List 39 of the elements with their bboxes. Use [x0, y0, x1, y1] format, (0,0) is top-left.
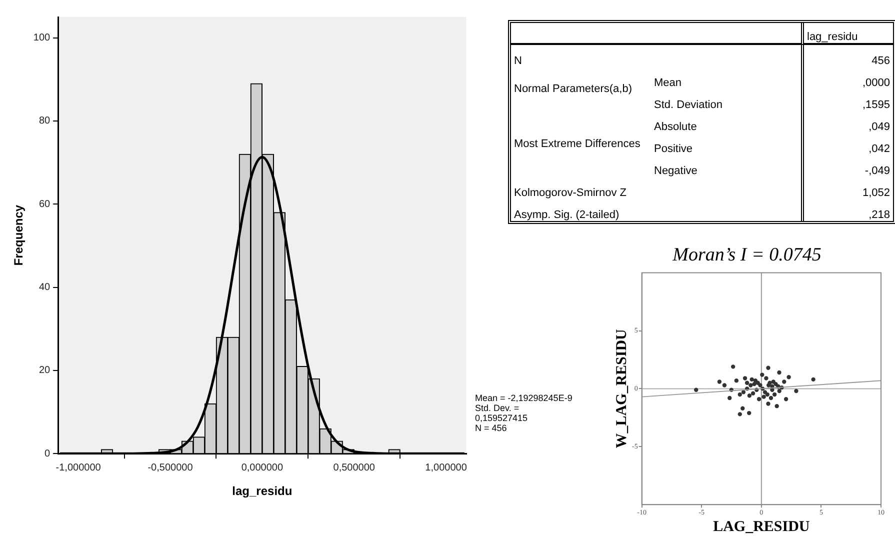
x-tick-label: 0,500000: [333, 462, 376, 474]
text: Mean = -2,19298245E-9: [475, 393, 572, 403]
text: 0,159527415: [475, 413, 529, 423]
x-axis-title: lag_residu: [232, 484, 292, 498]
x-tick-label: 1,000000: [425, 462, 468, 474]
text: -,049: [801, 155, 893, 177]
chart-title: Moran’s I = 0.0745: [672, 244, 822, 266]
text: lag_residu: [801, 23, 893, 45]
x-axis-title: LAG_RESIDU: [713, 518, 810, 535]
text: ,0000: [801, 67, 893, 89]
text: Positive: [653, 142, 694, 155]
text: ,1595: [801, 89, 893, 111]
text: Most Extreme Differences: [513, 137, 642, 152]
y-tick-label: 20: [38, 365, 51, 376]
text: Asymp. Sig. (2-tailed): [513, 208, 620, 221]
text: Mean: [653, 76, 683, 89]
text: ,049: [801, 111, 893, 133]
text: Std. Deviation: [653, 98, 724, 111]
text: Absolute: [653, 120, 698, 133]
text: N = 456: [475, 423, 508, 433]
y-tick-label: 60: [38, 198, 51, 210]
text: N: [513, 54, 523, 67]
text: ,218: [801, 199, 893, 221]
y-axis-title: W_LAG_RESIDU: [614, 328, 630, 448]
text: Normal Parameters(a,b): [513, 82, 633, 97]
y-tick-label: 80: [38, 116, 51, 127]
text: 456: [801, 45, 893, 67]
text: Std. Dev. =: [475, 403, 520, 413]
y-axis-title: Frequency: [12, 204, 26, 266]
text: Kolmogorov-Smirnov Z: [513, 186, 628, 199]
y-tick-label: 100: [33, 32, 51, 44]
text: Negative: [653, 164, 698, 177]
text: 1,052: [801, 177, 893, 199]
x-tick-label: -0,500000: [148, 462, 194, 474]
x-tick-label: 0,000000: [241, 462, 284, 474]
text: ,042: [801, 133, 893, 155]
y-tick-label: 0: [44, 448, 51, 460]
y-tick-label: 40: [38, 282, 51, 294]
x-tick-label: -1,000000: [56, 462, 102, 474]
